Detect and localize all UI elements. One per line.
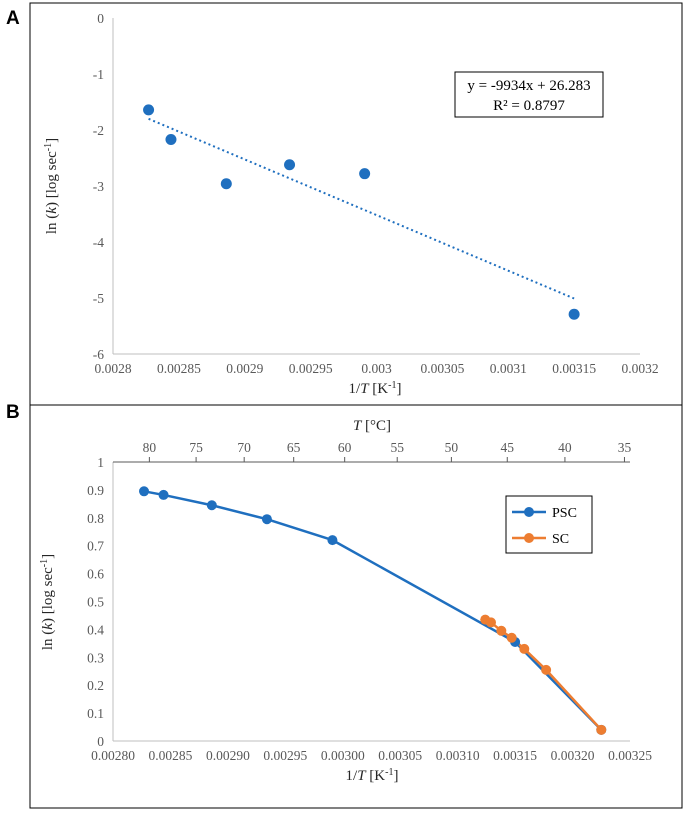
series-point-psc [158, 489, 169, 500]
panel-a-data-point [220, 178, 232, 190]
panel-b-x-tick-label: 0.00295 [263, 748, 307, 763]
panel-b-top-tick-label: 70 [237, 440, 251, 455]
panel-b-y-tick-label: 0.4 [87, 622, 104, 637]
panel-a-x-tick-label: 0.00315 [552, 361, 596, 376]
panel-b-top-tick-label: 60 [338, 440, 352, 455]
panel-b-y-axis-title: ln (k) [log sec-1] [39, 554, 57, 650]
panel-a-x-tick-label: 0.0028 [94, 361, 131, 376]
panel-b-y-tick-label: 0.3 [87, 650, 104, 665]
panel-a-y-tick-label: -4 [93, 235, 104, 250]
panel-a-y-tick-label: -2 [93, 123, 104, 138]
panel-a-label: A [6, 8, 20, 29]
panel-b-y-tick-label: 0 [97, 734, 104, 749]
trendline-r-squared: R² = 0.8797 [493, 98, 565, 114]
panel-a-y-tick-label: -3 [93, 179, 104, 194]
panel-a-data-point [143, 104, 155, 116]
series-point-sc [596, 724, 607, 735]
panel-b-y-ticks: 0 0.1 0.2 0.3 0.4 0.5 0.6 0.7 0.8 0.9 1 [87, 455, 104, 749]
panel-b-y-tick-label: 0.8 [87, 511, 104, 526]
panel-a-frame [29, 2, 683, 406]
panel-a-x-tick-label: 0.00295 [289, 361, 333, 376]
panel-a-x-axis-title: 1/T [K-1] [349, 380, 402, 398]
legend-frame [505, 495, 593, 554]
equation-box-frame [454, 71, 604, 118]
series-point-sc [519, 643, 530, 654]
panel-b-x-tick-label: 0.00320 [551, 748, 595, 763]
panel-b-x-tick-label: 0.00315 [493, 748, 537, 763]
panel-b-frame [29, 404, 683, 809]
panel-a-data-point [284, 159, 296, 171]
panel-b-top-tick-label: 65 [287, 440, 301, 455]
series-point-psc [327, 535, 338, 546]
panel-b-x-tick-label: 0.00280 [91, 748, 135, 763]
panel-b-y-tick-label: 0.5 [87, 595, 104, 610]
legend-sc-label: SC [552, 532, 569, 547]
panel-a-y-tick-label: -6 [93, 347, 104, 362]
panel-a-x-tick-label: 0.00305 [420, 361, 464, 376]
panel-b-top-ticks: 80 75 70 65 60 55 50 45 40 35 [143, 440, 632, 462]
panel-a-y-tick-label: -1 [93, 67, 104, 82]
panel-b-top-tick-label: 55 [390, 440, 404, 455]
panel-a-trendline [148, 117, 575, 300]
panel-a-ylabel: ln (k) [log sec-1] [43, 138, 61, 234]
series-point-sc [485, 617, 496, 628]
panel-b-legend: PSC SC [505, 495, 593, 554]
panel-b-xlabel: 1/T [K-1] [346, 767, 399, 785]
series-point-psc [139, 486, 150, 497]
panel-b-y-tick-label: 0.1 [87, 706, 104, 721]
panel-b-x-axis-title: 1/T [K-1] [346, 767, 399, 785]
panel-a-y-tick-label: 0 [97, 11, 104, 26]
legend-sc-marker [524, 533, 534, 543]
panel-b-series [139, 486, 607, 735]
panel-b-top-tick-label: 35 [618, 440, 632, 455]
panel-b-top-xlabel: T [°C] [353, 418, 391, 434]
panel-b-y-tick-label: 0.7 [87, 539, 104, 554]
panel-a-x-tick-label: 0.0031 [490, 361, 527, 376]
series-point-sc [506, 632, 517, 643]
panel-b-top-tick-label: 45 [501, 440, 515, 455]
panel-a-data-point [359, 168, 371, 180]
panel-a-equation-box: y = -9934x + 26.283 R² = 0.8797 [454, 71, 604, 118]
panel-a-x-ticks: 0.0028 0.00285 0.0029 0.00295 0.003 0.00305 0.… [94, 361, 658, 376]
panel-b-y-tick-label: 1 [97, 455, 104, 470]
panel-b-top-tick-label: 80 [143, 440, 157, 455]
panel-b-y-tick-label: 0.9 [87, 483, 104, 498]
panel-b-y-tick-label: 0.6 [87, 567, 104, 582]
panel-a-x-tick-label: 0.0029 [226, 361, 263, 376]
panel-a-y-ticks: 0 -1 -2 -3 -4 -5 -6 [93, 11, 105, 362]
panel-a-xlabel: 1/T [K-1] [349, 380, 402, 398]
series-point-psc [206, 500, 217, 511]
panel-b-y-tick-label: 0.2 [87, 678, 104, 693]
panel-b-label: B [6, 402, 20, 423]
panel-b-x-ticks: 0.00280 0.00285 0.00290 0.00295 0.00300 0.003… [91, 748, 652, 763]
series-point-sc [541, 664, 552, 675]
panel-a-data-point [568, 308, 580, 320]
panel-b-top-axis-title: T [°C] [353, 418, 391, 434]
panel-b-ylabel: ln (k) [log sec-1] [39, 554, 57, 650]
panel-b-x-tick-label: 0.00290 [206, 748, 250, 763]
panel-a-x-tick-label: 0.003 [361, 361, 392, 376]
panel-a-data-point [165, 134, 177, 146]
panel-a-x-tick-label: 0.00285 [157, 361, 201, 376]
panel-a: A 0-1-2-3-4-5-6 0.0028 0.00285 0.0029 0.002… [6, 2, 683, 406]
panel-b-x-tick-label: 0.00285 [149, 748, 193, 763]
panel-a-x-tick-label: 0.0032 [621, 361, 658, 376]
panel-b-top-tick-label: 40 [558, 440, 572, 455]
panel-a-points [143, 104, 580, 320]
legend-psc-label: PSC [552, 506, 577, 521]
panel-b-x-tick-label: 0.00300 [321, 748, 365, 763]
panel-b-top-tick-label: 75 [189, 440, 203, 455]
legend-psc-marker [524, 507, 534, 517]
panel-b-x-tick-label: 0.00305 [378, 748, 422, 763]
series-point-sc [496, 625, 507, 636]
panel-b-top-tick-label: 50 [445, 440, 459, 455]
trendline-equation: y = -9934x + 26.283 [467, 78, 590, 94]
series-point-psc [261, 514, 272, 525]
panel-b-x-tick-label: 0.00325 [608, 748, 652, 763]
panel-a-y-tick-label: -5 [93, 291, 104, 306]
panel-b-x-tick-label: 0.00310 [436, 748, 480, 763]
panel-a-y-axis-title: ln (k) [log sec-1] [43, 138, 61, 234]
panel-b: B 80 75 70 65 60 55 50 45 40 35 00.10.20.30.40.50… [6, 402, 683, 809]
